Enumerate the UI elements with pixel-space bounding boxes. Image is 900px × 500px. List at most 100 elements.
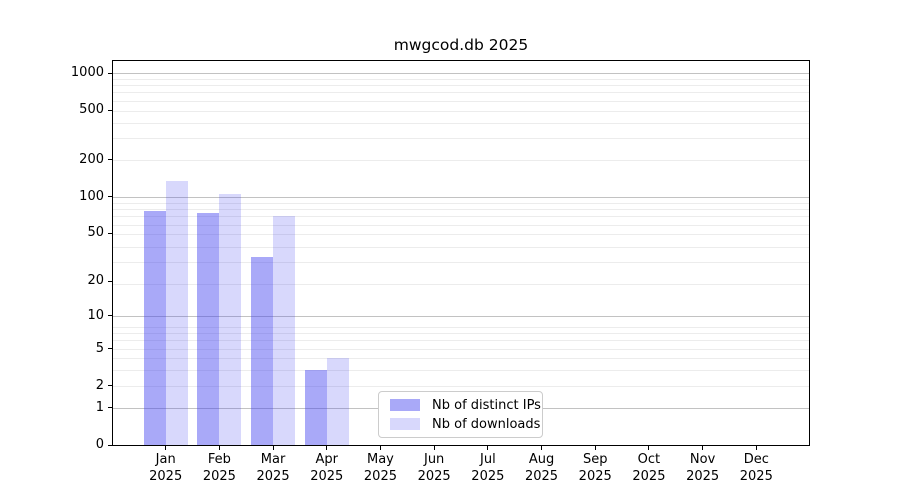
minor-gridline: [113, 138, 809, 140]
minor-gridline: [113, 385, 809, 387]
minor-gridline: [113, 333, 809, 335]
minor-gridline: [113, 224, 809, 226]
y-tick-label: 200: [79, 151, 104, 167]
x-axis-tick: [487, 446, 489, 450]
year-label: 2025: [202, 468, 236, 484]
y-tick-label: 50: [87, 225, 104, 241]
y-tick-label: 10: [87, 307, 104, 323]
month-label: Nov: [689, 452, 716, 467]
month-label: Mar: [260, 452, 286, 467]
year-label: 2025: [310, 468, 344, 484]
month-label: Feb: [207, 452, 231, 467]
bar-downloads: [219, 193, 242, 445]
x-tick-label: Nov 2025: [673, 452, 733, 485]
legend: Nb of distinct IPs Nb of downloads: [378, 391, 543, 438]
x-tick-label: Apr 2025: [297, 452, 357, 485]
month-label: Apr: [315, 452, 339, 467]
x-tick-label: Sep 2025: [565, 452, 625, 485]
x-tick-label: Feb 2025: [189, 452, 249, 485]
bar-downloads: [326, 358, 349, 445]
month-label: Oct: [637, 452, 661, 467]
y-axis-tick: [108, 385, 112, 387]
bar-downloads: [273, 215, 296, 445]
x-tick-label: Mar 2025: [243, 452, 303, 485]
minor-gridline: [113, 122, 809, 124]
x-axis-tick: [755, 446, 757, 450]
minor-gridline: [113, 261, 809, 263]
month-label: Aug: [528, 452, 555, 467]
x-axis-tick: [648, 446, 650, 450]
bar-distinct-ips: [197, 212, 220, 445]
major-gridline: [113, 315, 809, 317]
y-axis-tick: [108, 109, 112, 111]
major-gridline: [113, 73, 809, 75]
plot-area: [112, 60, 810, 446]
x-tick-label: May 2025: [350, 452, 410, 485]
y-tick-label: 2: [95, 377, 104, 393]
x-axis-tick: [433, 446, 435, 450]
minor-gridline: [113, 209, 809, 211]
legend-item-distinct-ips: Nb of distinct IPs: [390, 398, 542, 413]
y-tick-label: 1: [95, 399, 104, 415]
x-axis-tick: [379, 446, 381, 450]
month-label: Sep: [582, 452, 608, 467]
year-label: 2025: [524, 468, 559, 484]
year-label: 2025: [471, 468, 505, 484]
x-tick-label: Aug 2025: [512, 452, 572, 485]
x-axis-tick: [326, 446, 328, 450]
y-axis-tick: [108, 280, 112, 282]
year-label: 2025: [256, 468, 290, 484]
legend-item-downloads: Nb of downloads: [390, 417, 542, 432]
month-label: Jul: [480, 452, 496, 467]
minor-gridline: [113, 234, 809, 236]
x-axis-tick: [702, 446, 704, 450]
x-tick-label: Jan 2025: [136, 452, 196, 485]
year-label: 2025: [686, 468, 720, 484]
y-tick-label: 500: [79, 102, 104, 118]
year-label: 2025: [739, 468, 773, 484]
y-axis-tick: [108, 159, 112, 161]
x-tick-label: Dec 2025: [726, 452, 786, 485]
y-tick-label: 1000: [70, 65, 104, 81]
minor-gridline: [113, 370, 809, 372]
minor-gridline: [113, 216, 809, 218]
y-tick-label: 100: [79, 188, 104, 204]
x-tick-label: Oct 2025: [619, 452, 679, 485]
chart-title: mwgcod.db 2025: [393, 36, 529, 54]
y-axis-tick: [108, 444, 112, 446]
minor-gridline: [113, 246, 809, 248]
year-label: 2025: [149, 468, 183, 484]
minor-gridline: [113, 340, 809, 342]
major-gridline: [113, 196, 809, 198]
minor-gridline: [113, 85, 809, 87]
month-label: May: [367, 452, 394, 467]
legend-swatch-downloads: [390, 418, 420, 430]
minor-gridline: [113, 348, 809, 350]
month-label: Dec: [743, 452, 769, 467]
bar-distinct-ips: [304, 370, 327, 445]
y-axis-tick: [108, 72, 112, 74]
y-axis-tick: [108, 196, 112, 198]
month-label: Jan: [155, 452, 176, 467]
x-tick-label: Jul 2025: [458, 452, 518, 485]
minor-gridline: [113, 92, 809, 94]
month-label: Jun: [423, 452, 445, 467]
x-axis-tick: [272, 446, 274, 450]
minor-gridline: [113, 283, 809, 285]
y-tick-label: 0: [95, 437, 104, 452]
year-label: 2025: [578, 468, 612, 484]
minor-gridline: [113, 159, 809, 161]
y-tick-label: 5: [95, 340, 104, 356]
x-axis-tick: [594, 446, 596, 450]
y-axis-tick: [108, 232, 112, 234]
x-tick-label: Jun 2025: [404, 452, 464, 485]
year-label: 2025: [363, 468, 397, 484]
legend-swatch-distinct-ips: [390, 399, 420, 411]
bar-distinct-ips: [251, 256, 274, 445]
y-tick-label: 20: [87, 273, 104, 289]
minor-gridline: [113, 326, 809, 328]
x-axis-tick: [165, 446, 167, 450]
y-axis-tick: [108, 348, 112, 350]
year-label: 2025: [632, 468, 666, 484]
